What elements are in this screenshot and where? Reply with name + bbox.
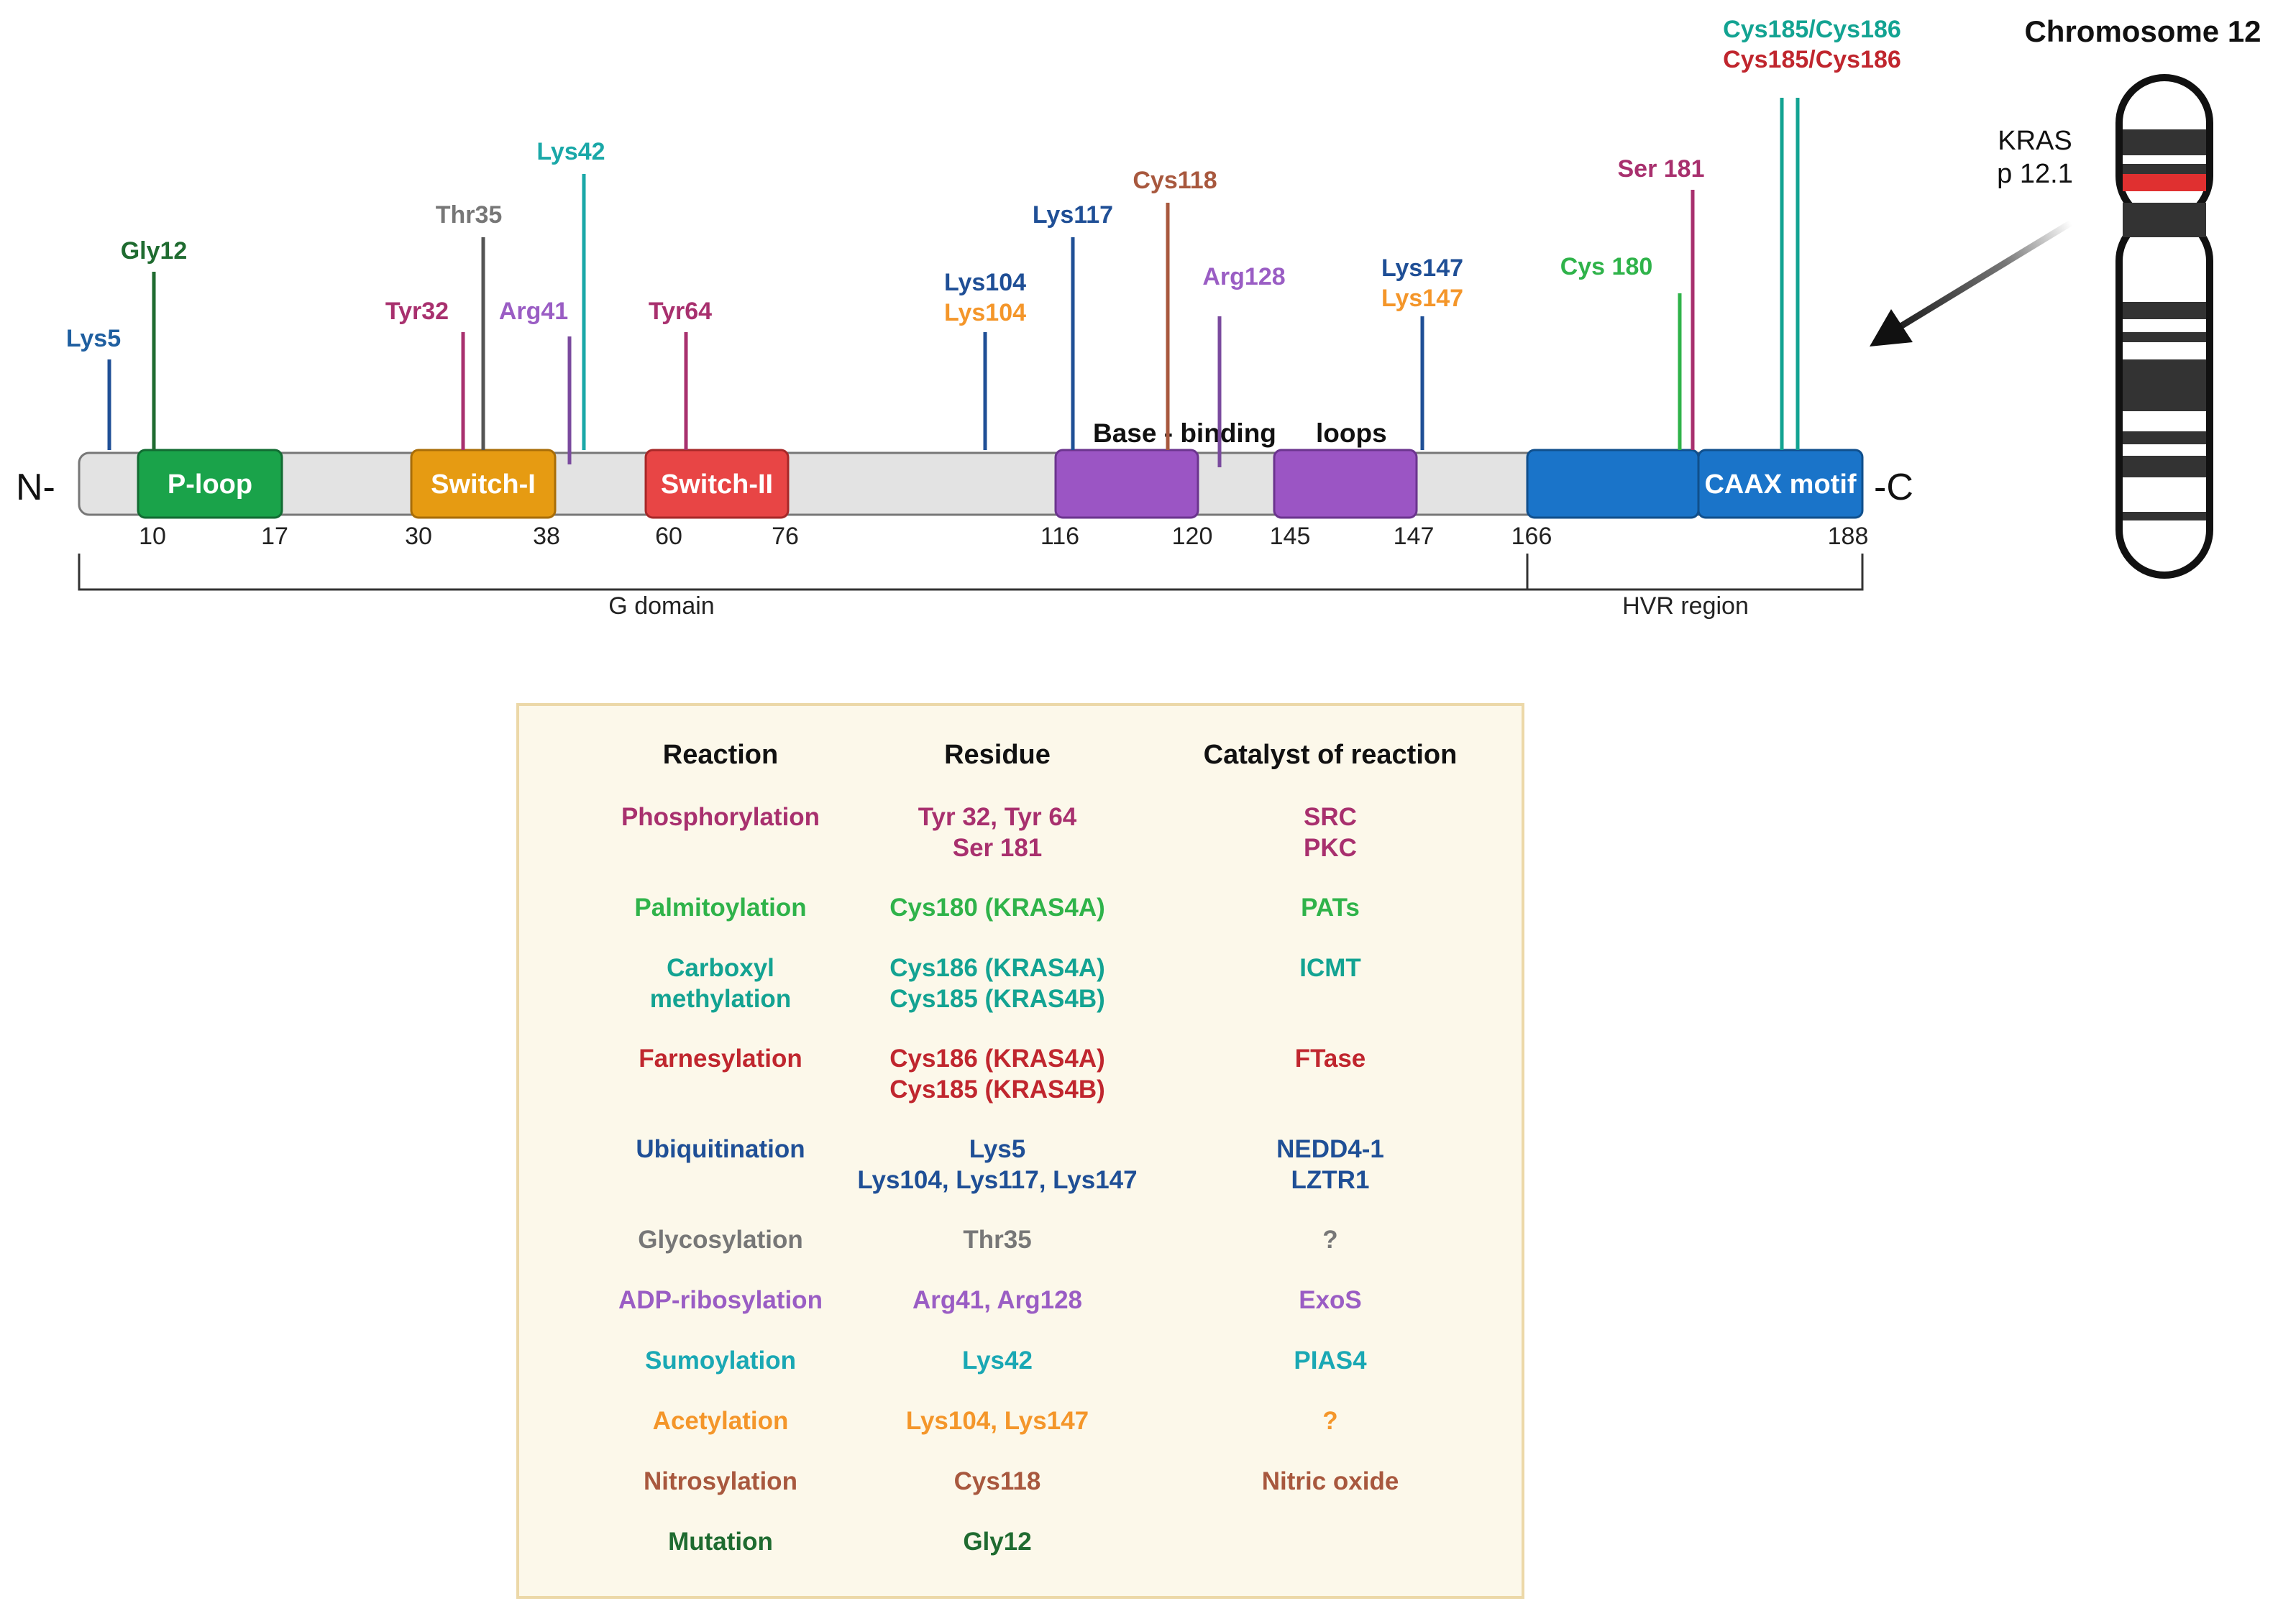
pos-76: 76	[772, 523, 799, 550]
locus-arrow-head	[1870, 309, 1913, 347]
reaction-acetylation: Acetylation	[652, 1407, 789, 1435]
domain-label-switch-2: Switch-II	[661, 469, 773, 500]
kras-locus-line1: KRAS	[1998, 126, 2072, 156]
reaction-glycosylation: Glycosylation	[638, 1226, 803, 1254]
domain-base-binding-loop-1	[1054, 449, 1199, 519]
reaction-adp-ribosylation: ADP-ribosylation	[618, 1286, 823, 1314]
site-label-cys185-186-farnesyl: Cys185/Cys186	[1723, 46, 1901, 73]
c-terminus: -C	[1874, 467, 1913, 508]
residue-farnesylation: Cys186 (KRAS4A) Cys185 (KRAS4B)	[889, 1045, 1105, 1104]
domain-switch-2	[644, 449, 790, 519]
catalyst-carboxyl-methylation: ICMT	[1299, 954, 1361, 982]
hvr-region-label: HVR region	[1622, 592, 1749, 620]
header-reaction: Reaction	[662, 740, 779, 770]
residue-palmitoylation: Cys180 (KRAS4A)	[889, 894, 1105, 922]
pos-116: 116	[1040, 523, 1079, 550]
residue-sumoylation: Lys42	[962, 1347, 1033, 1375]
site-label-cys185-186-carboxyl: Cys185/Cys186	[1723, 16, 1901, 43]
kras-band	[2123, 174, 2206, 191]
base-binding-label: Base - binding	[1093, 418, 1276, 448]
site-label-lys117: Lys117	[1033, 201, 1113, 229]
site-label-tyr32: Tyr32	[385, 298, 449, 325]
site-label-lys104-acetyl: Lys104	[944, 299, 1026, 326]
site-label-tyr64: Tyr64	[649, 298, 712, 325]
site-label-gly12: Gly12	[121, 237, 188, 265]
pos-60: 60	[655, 523, 682, 550]
catalyst-nitrosylation: Nitric oxide	[1261, 1467, 1399, 1495]
residue-nitrosylation: Cys118	[953, 1467, 1041, 1495]
chromosome-title: Chromosome 12	[2024, 14, 2261, 48]
pos-145: 145	[1270, 523, 1311, 550]
catalyst-adp-ribosylation: ExoS	[1299, 1286, 1362, 1314]
locus-arrow	[1889, 220, 2073, 335]
domain-hvr	[1526, 449, 1700, 519]
g-domain-label: G domain	[608, 592, 714, 620]
residue-acetylation: Lys104, Lys147	[905, 1407, 1089, 1435]
catalyst-farnesylation: FTase	[1294, 1045, 1366, 1073]
reaction-palmitoylation: Palmitoylation	[634, 894, 807, 922]
site-label-lys42: Lys42	[536, 138, 605, 165]
residue-carboxyl-methylation: Cys186 (KRAS4A) Cys185 (KRAS4B)	[889, 954, 1105, 1013]
reaction-ubiquitination: Ubiquitination	[636, 1135, 805, 1163]
pos-120: 120	[1172, 523, 1213, 550]
residue-phosphorylation: Tyr 32, Tyr 64 Ser 181	[918, 803, 1077, 862]
catalyst-ubiquitination: NEDD4-1 LZTR1	[1276, 1135, 1384, 1194]
catalyst-glycosylation: ?	[1322, 1226, 1338, 1254]
site-label-lys147: Lys147	[1381, 254, 1463, 282]
residue-adp-ribosylation: Arg41, Arg128	[912, 1286, 1083, 1314]
catalyst-phosphorylation: SRC PKC	[1304, 803, 1357, 862]
site-label-cys180: Cys 180	[1560, 253, 1653, 280]
loops-label: loops	[1316, 418, 1387, 448]
domain-label-switch-1: Switch-I	[431, 469, 536, 500]
site-label-cys118: Cys118	[1133, 167, 1217, 194]
reaction-nitrosylation: Nitrosylation	[644, 1467, 797, 1495]
header-residue: Residue	[944, 740, 1051, 770]
g-domain-bracket	[78, 554, 1529, 591]
pos-10: 10	[139, 523, 166, 550]
residue-glycosylation: Thr35	[963, 1226, 1032, 1254]
pos-30: 30	[405, 523, 432, 550]
site-label-lys104: Lys104	[944, 269, 1026, 296]
n-terminus: N-	[16, 467, 55, 508]
reaction-mutation: Mutation	[668, 1528, 773, 1556]
site-label-lys147-acetyl: Lys147	[1381, 285, 1463, 312]
chromosome-12-ideogram	[2115, 74, 2213, 579]
residue-mutation: Gly12	[963, 1528, 1032, 1556]
domain-base-binding-loop-2	[1273, 449, 1418, 519]
site-label-lys5: Lys5	[66, 325, 121, 352]
reaction-phosphorylation: Phosphorylation	[621, 803, 820, 831]
domain-label-caax-motif: CAAX motif	[1704, 469, 1856, 500]
domain-label-p-loop: P-loop	[168, 469, 252, 500]
hvr-bracket	[1527, 554, 1864, 591]
ptm-table: Reaction Residue Catalyst of reaction Ph…	[516, 703, 1524, 1599]
pos-17: 17	[261, 523, 288, 550]
site-label-arg128: Arg128	[1202, 263, 1285, 290]
pos-188: 188	[1828, 523, 1869, 550]
catalyst-palmitoylation: PATs	[1301, 894, 1360, 922]
header-catalyst: Catalyst of reaction	[1203, 740, 1458, 770]
site-label-ser181: Ser 181	[1618, 155, 1705, 183]
site-label-arg41: Arg41	[499, 298, 568, 325]
pos-166: 166	[1511, 523, 1552, 550]
kras-locus-line2: p 12.1	[1997, 159, 2073, 189]
reaction-sumoylation: Sumoylation	[644, 1347, 797, 1375]
reaction-carboxyl-methylation: Carboxyl methylation	[649, 954, 792, 1013]
catalyst-acetylation: ?	[1322, 1407, 1338, 1435]
site-label-thr35: Thr35	[436, 201, 503, 229]
domain-p-loop	[137, 449, 283, 519]
catalyst-sumoylation: PIAS4	[1294, 1347, 1367, 1375]
residue-ubiquitination: Lys5 Lys104, Lys117, Lys147	[857, 1135, 1138, 1194]
pos-38: 38	[533, 523, 560, 550]
reaction-farnesylation: Farnesylation	[639, 1045, 802, 1073]
pos-147: 147	[1394, 523, 1435, 550]
